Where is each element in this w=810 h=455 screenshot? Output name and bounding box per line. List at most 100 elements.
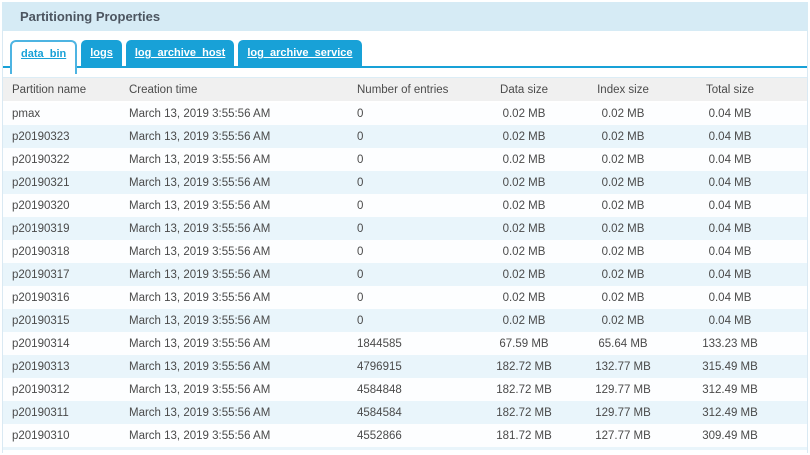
cell-index-size: 127.77 MB	[569, 424, 677, 447]
cell-number-of-entries: 0	[349, 125, 479, 148]
cell-index-size: 0.02 MB	[569, 125, 677, 148]
tab-strip: data_bin logs log_archive_host log_archi…	[3, 31, 807, 74]
cell-data-size: 0.02 MB	[479, 125, 569, 148]
cell-filler	[783, 217, 807, 240]
cell-data-size: 0.02 MB	[479, 217, 569, 240]
cell-number-of-entries: 0	[349, 171, 479, 194]
cell-filler	[783, 125, 807, 148]
cell-total-size: 312.49 MB	[677, 378, 783, 401]
cell-data-size: 0.02 MB	[479, 286, 569, 309]
table-row: p20190320 March 13, 2019 3:55:56 AM 0 0.…	[3, 194, 807, 217]
cell-data-size: 0.02 MB	[479, 240, 569, 263]
cell-total-size: 0.04 MB	[677, 309, 783, 332]
cell-partition-name: pmax	[3, 102, 119, 125]
panel-title: Partitioning Properties	[20, 9, 161, 24]
cell-number-of-entries: 0	[349, 263, 479, 286]
cell-data-size: 182.72 MB	[479, 401, 569, 424]
cell-filler	[783, 424, 807, 447]
cell-data-size: 0.02 MB	[479, 309, 569, 332]
cell-number-of-entries: 0	[349, 148, 479, 171]
table-row: p20190315 March 13, 2019 3:55:56 AM 0 0.…	[3, 309, 807, 332]
cell-creation-time: March 13, 2019 3:55:56 AM	[119, 286, 349, 309]
table-row: p20190323 March 13, 2019 3:55:56 AM 0 0.…	[3, 125, 807, 148]
partial-next-row	[3, 447, 807, 450]
cell-creation-time: March 13, 2019 3:55:56 AM	[119, 263, 349, 286]
cell-partition-name: p20190312	[3, 378, 119, 401]
cell-data-size: 0.02 MB	[479, 194, 569, 217]
cell-partition-name: p20190316	[3, 286, 119, 309]
table-row: p20190318 March 13, 2019 3:55:56 AM 0 0.…	[3, 240, 807, 263]
cell-number-of-entries: 0	[349, 217, 479, 240]
cell-index-size: 0.02 MB	[569, 309, 677, 332]
cell-index-size: 0.02 MB	[569, 171, 677, 194]
cell-creation-time: March 13, 2019 3:55:56 AM	[119, 240, 349, 263]
tab-log-archive-service[interactable]: log_archive_service	[238, 40, 362, 66]
panel-content: data_bin logs log_archive_host log_archi…	[2, 31, 808, 453]
cell-index-size: 132.77 MB	[569, 355, 677, 378]
cell-data-size: 67.59 MB	[479, 332, 569, 355]
table-row: p20190316 March 13, 2019 3:55:56 AM 0 0.…	[3, 286, 807, 309]
table-row: p20190312 March 13, 2019 3:55:56 AM 4584…	[3, 378, 807, 401]
cell-filler	[783, 194, 807, 217]
table-body: pmax March 13, 2019 3:55:56 AM 0 0.02 MB…	[3, 102, 807, 447]
cell-number-of-entries: 0	[349, 309, 479, 332]
tab-data-bin[interactable]: data_bin	[10, 40, 78, 74]
cell-number-of-entries: 0	[349, 240, 479, 263]
table-row: p20190311 March 13, 2019 3:55:56 AM 4584…	[3, 401, 807, 424]
partitions-table: Partition name Creation time Number of e…	[3, 78, 807, 447]
tab-log-archive-host[interactable]: log_archive_host	[125, 40, 235, 66]
tab-logs[interactable]: logs	[81, 40, 122, 66]
cell-creation-time: March 13, 2019 3:55:56 AM	[119, 401, 349, 424]
cell-index-size: 0.02 MB	[569, 194, 677, 217]
cell-partition-name: p20190323	[3, 125, 119, 148]
cell-index-size: 129.77 MB	[569, 378, 677, 401]
cell-creation-time: March 13, 2019 3:55:56 AM	[119, 378, 349, 401]
cell-total-size: 312.49 MB	[677, 401, 783, 424]
cell-total-size: 133.23 MB	[677, 332, 783, 355]
cell-partition-name: p20190313	[3, 355, 119, 378]
cell-creation-time: March 13, 2019 3:55:56 AM	[119, 355, 349, 378]
cell-creation-time: March 13, 2019 3:55:56 AM	[119, 424, 349, 447]
cell-filler	[783, 332, 807, 355]
cell-filler	[783, 401, 807, 424]
cell-filler	[783, 309, 807, 332]
cell-total-size: 0.04 MB	[677, 148, 783, 171]
cell-data-size: 182.72 MB	[479, 378, 569, 401]
cell-filler	[783, 286, 807, 309]
cell-index-size: 0.02 MB	[569, 240, 677, 263]
column-header-data-size: Data size	[479, 78, 569, 103]
cell-number-of-entries: 1844585	[349, 332, 479, 355]
panel-header: Partitioning Properties	[2, 2, 808, 31]
cell-index-size: 0.02 MB	[569, 286, 677, 309]
cell-partition-name: p20190321	[3, 171, 119, 194]
cell-number-of-entries: 4552866	[349, 424, 479, 447]
cell-total-size: 0.04 MB	[677, 263, 783, 286]
table-header-row: Partition name Creation time Number of e…	[3, 78, 807, 103]
cell-index-size: 0.02 MB	[569, 263, 677, 286]
cell-total-size: 315.49 MB	[677, 355, 783, 378]
cell-data-size: 0.02 MB	[479, 171, 569, 194]
cell-partition-name: p20190314	[3, 332, 119, 355]
cell-number-of-entries: 0	[349, 194, 479, 217]
table-row: p20190322 March 13, 2019 3:55:56 AM 0 0.…	[3, 148, 807, 171]
cell-creation-time: March 13, 2019 3:55:56 AM	[119, 194, 349, 217]
cell-partition-name: p20190319	[3, 217, 119, 240]
cell-number-of-entries: 4584848	[349, 378, 479, 401]
cell-creation-time: March 13, 2019 3:55:56 AM	[119, 309, 349, 332]
table-row: p20190321 March 13, 2019 3:55:56 AM 0 0.…	[3, 171, 807, 194]
column-header-index-size: Index size	[569, 78, 677, 103]
cell-filler	[783, 102, 807, 125]
cell-total-size: 0.04 MB	[677, 286, 783, 309]
cell-filler	[783, 355, 807, 378]
column-header-total-size: Total size	[677, 78, 783, 103]
cell-partition-name: p20190320	[3, 194, 119, 217]
cell-creation-time: March 13, 2019 3:55:56 AM	[119, 125, 349, 148]
table-row: p20190317 March 13, 2019 3:55:56 AM 0 0.…	[3, 263, 807, 286]
cell-total-size: 0.04 MB	[677, 125, 783, 148]
column-header-filler	[783, 78, 807, 103]
cell-filler	[783, 171, 807, 194]
cell-total-size: 309.49 MB	[677, 424, 783, 447]
partitions-table-wrap: Partition name Creation time Number of e…	[3, 77, 807, 450]
cell-filler	[783, 263, 807, 286]
